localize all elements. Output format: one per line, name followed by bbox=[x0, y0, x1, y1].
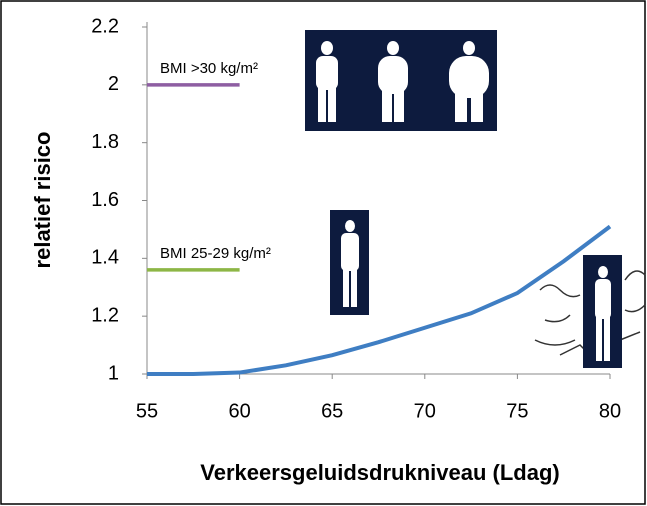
series-label: BMI 25-29 kg/m² bbox=[160, 245, 271, 262]
y-tick-label: 2.2 bbox=[91, 15, 119, 37]
y-tick-label: 2 bbox=[108, 73, 119, 95]
x-tick-label: 70 bbox=[414, 400, 436, 422]
silhouette-panel bbox=[330, 210, 369, 315]
y-axis-label: relatief risico bbox=[30, 132, 55, 269]
y-tick-label: 1.8 bbox=[91, 131, 119, 153]
series-label: BMI >30 kg/m² bbox=[160, 60, 258, 77]
x-tick-label: 80 bbox=[599, 400, 621, 422]
x-tick-label: 55 bbox=[136, 400, 158, 422]
y-tick-label: 1.6 bbox=[91, 189, 119, 211]
x-tick-label: 65 bbox=[321, 400, 343, 422]
y-tick-label: 1.2 bbox=[91, 304, 119, 326]
silhouette-panel bbox=[305, 30, 497, 131]
y-tick-label: 1.4 bbox=[91, 247, 119, 269]
line-series bbox=[147, 224, 612, 376]
x-tick-label: 60 bbox=[228, 400, 250, 422]
x-tick-label: 75 bbox=[506, 400, 528, 422]
noise-sketch bbox=[534, 270, 646, 356]
y-tick-label: 1 bbox=[108, 362, 119, 384]
silhouette-panel bbox=[583, 255, 622, 368]
x-axis-label: Verkeersgeluidsdrukniveau (Ldag) bbox=[200, 460, 559, 485]
